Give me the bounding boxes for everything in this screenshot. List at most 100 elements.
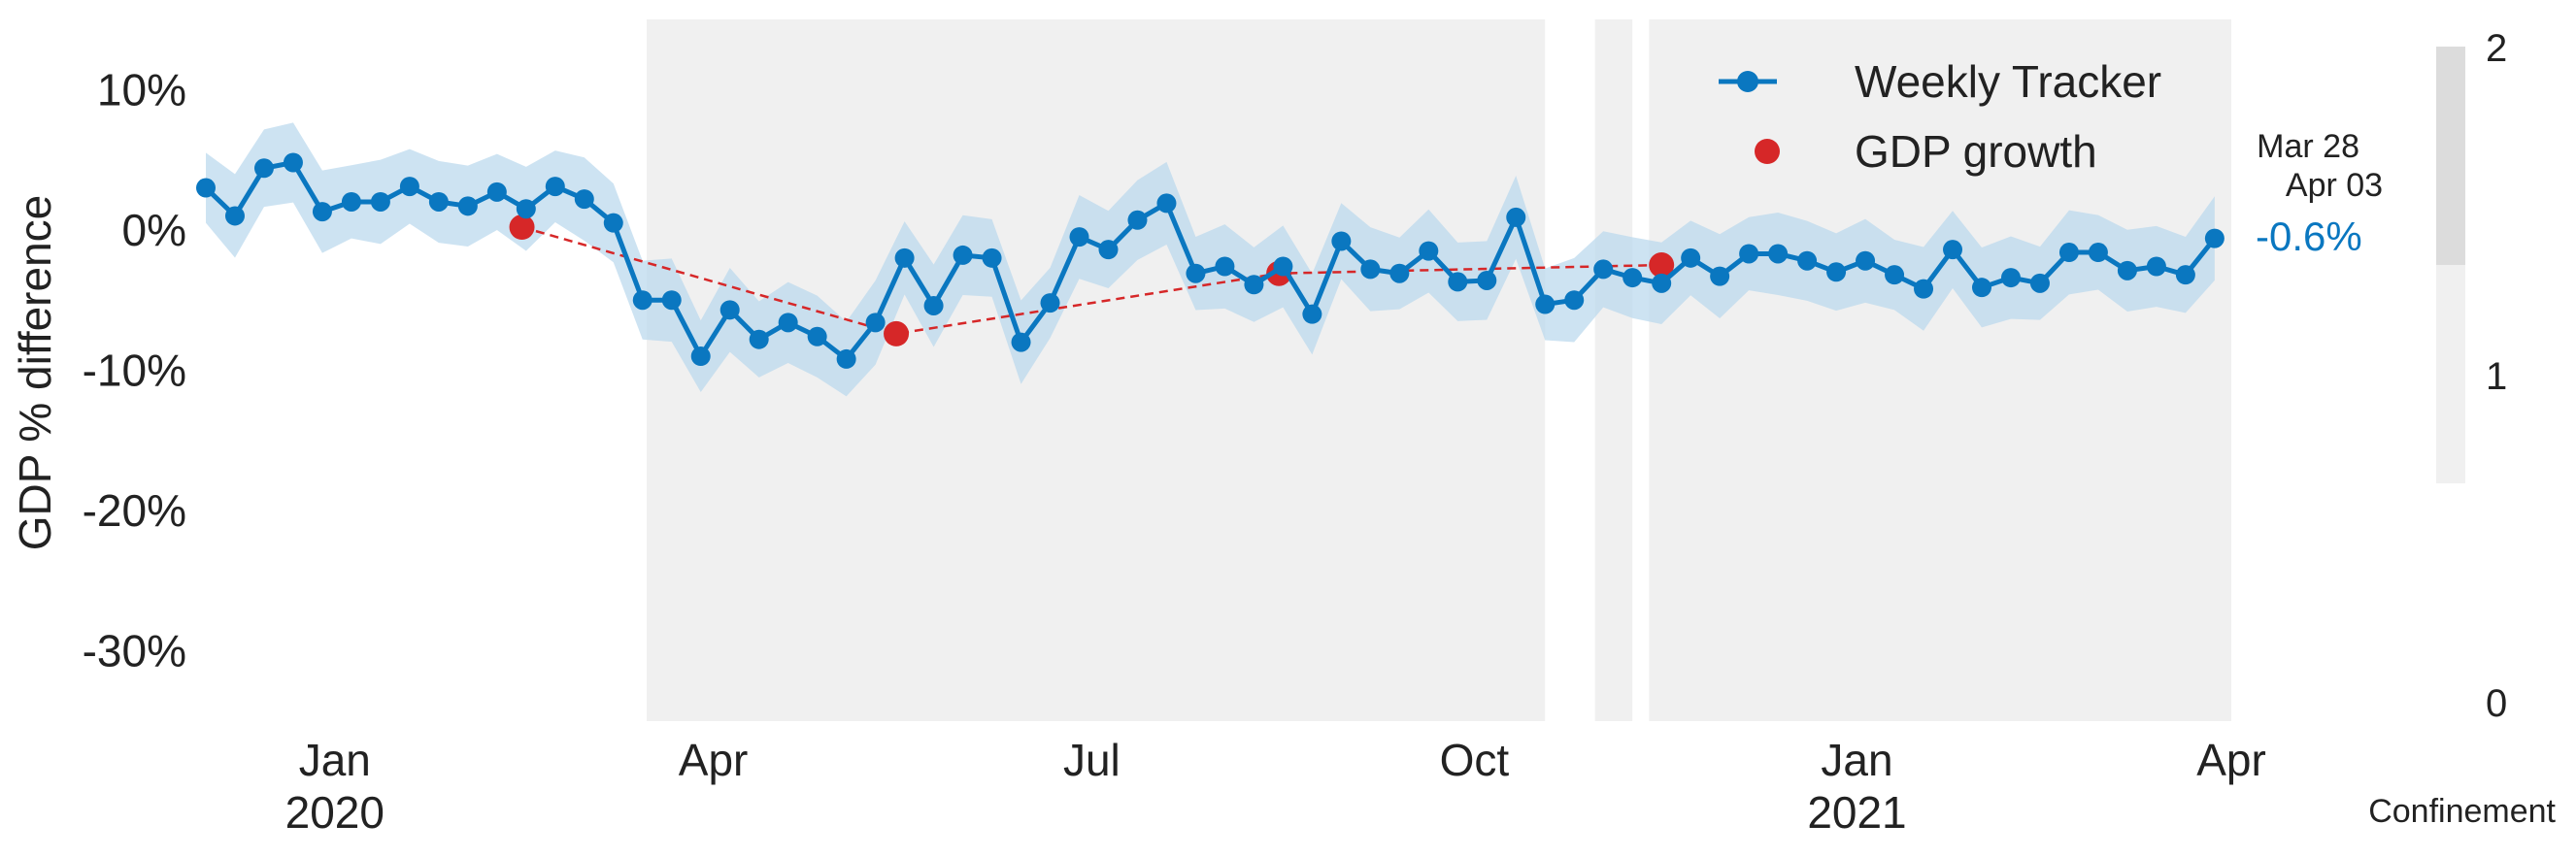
y-tick-label-1: -20%: [83, 485, 186, 536]
confidence-band: [206, 122, 2215, 397]
weekly-tracker-point-60: [1943, 240, 1963, 260]
last-date-label-2: Apr 03: [2286, 167, 2383, 204]
weekly-tracker-point-48: [1593, 259, 1614, 280]
y-axis-ticks: -30% -20% -10% 0% 10%: [83, 64, 186, 676]
weekly-tracker-point-41: [1389, 263, 1410, 283]
weekly-tracker-point-51: [1681, 247, 1701, 268]
weekly-tracker-point-16: [661, 290, 682, 311]
weekly-tracker-point-57: [1856, 250, 1876, 271]
weekly-tracker-point-49: [1623, 268, 1643, 288]
weekly-tracker-series: [196, 152, 2225, 369]
weekly-tracker-point-65: [2088, 243, 2108, 263]
legend: Weekly Tracker GDP growth: [1719, 56, 2161, 177]
colorbar-tick-0: 0: [2486, 682, 2507, 725]
weekly-tracker-point-11: [516, 199, 536, 219]
weekly-tracker-point-21: [807, 326, 827, 346]
weekly-tracker-point-45: [1506, 207, 1526, 227]
weekly-tracker-point-47: [1564, 290, 1585, 311]
weekly-tracker-point-15: [632, 290, 652, 311]
weekly-tracker-point-55: [1797, 250, 1818, 271]
weekly-tracker-point-40: [1360, 259, 1381, 280]
weekly-tracker-point-38: [1302, 304, 1322, 324]
weekly-tracker-point-39: [1331, 231, 1352, 251]
confinement-period-1: [1594, 19, 1633, 721]
weekly-tracker-point-12: [545, 177, 565, 197]
weekly-tracker-point-58: [1885, 265, 1905, 285]
weekly-tracker-point-37: [1273, 256, 1293, 277]
weekly-tracker-point-6: [370, 191, 390, 212]
weekly-tracker-point-28: [1011, 332, 1031, 352]
weekly-tracker-point-17: [690, 346, 711, 367]
weekly-tracker-point-5: [341, 191, 361, 212]
colorbar-label: Confinement: [2368, 793, 2556, 830]
y-tick-label-3: 0%: [122, 205, 186, 255]
weekly-tracker-point-7: [399, 177, 419, 197]
weekly-tracker-point-59: [1914, 279, 1934, 299]
weekly-tracker-point-62: [2000, 268, 2021, 288]
confinement-period-0: [647, 19, 1546, 721]
weekly-tracker-point-24: [894, 247, 915, 268]
weekly-tracker-point-10: [486, 181, 507, 202]
weekly-tracker-point-30: [1069, 227, 1089, 247]
weekly-tracker-point-19: [749, 329, 769, 349]
weekly-tracker-point-44: [1477, 270, 1497, 290]
weekly-tracker-point-63: [2029, 273, 2050, 293]
weekly-tracker-point-56: [1826, 262, 1847, 282]
weekly-tracker-point-13: [574, 189, 594, 210]
x-tick-label-1: Apr: [679, 735, 749, 785]
weekly-tracker-point-1: [224, 206, 245, 226]
weekly-tracker-point-50: [1652, 273, 1672, 293]
legend-gdp-label: GDP growth: [1855, 126, 2097, 177]
colorbar-level1: [2436, 265, 2465, 483]
x-tick-label-3: Oct: [1440, 735, 1510, 785]
colorbar-tick-2: 2: [2486, 27, 2507, 70]
weekly-tracker-point-29: [1040, 293, 1060, 313]
weekly-tracker-point-61: [1971, 278, 1991, 298]
weekly-tracker-point-33: [1156, 193, 1177, 214]
y-tick-label-4: 10%: [97, 64, 186, 115]
gdp-growth-point-1: [884, 320, 910, 346]
weekly-tracker-point-68: [2175, 265, 2195, 285]
weekly-tracker-point-42: [1419, 241, 1439, 261]
weekly-tracker-point-64: [2058, 243, 2079, 263]
confinement-shading: [647, 19, 2231, 721]
colorbar-level2: [2436, 47, 2465, 265]
weekly-tracker-point-18: [719, 300, 740, 320]
weekly-tracker-point-3: [283, 152, 303, 173]
legend-tracker-marker: [1737, 71, 1758, 92]
weekly-tracker-point-26: [953, 245, 973, 265]
weekly-tracker-point-31: [1098, 240, 1119, 260]
weekly-tracker-point-66: [2117, 260, 2137, 280]
weekly-tracker-point-69: [2204, 228, 2225, 248]
x-tick-label-5: Apr: [2196, 735, 2266, 785]
weekly-tracker-point-52: [1710, 266, 1730, 286]
gdp-growth-line: [521, 225, 1662, 336]
weekly-tracker-point-43: [1448, 272, 1468, 292]
weekly-tracker-point-4: [312, 202, 332, 222]
x-tick-year-4: 2021: [1807, 787, 1906, 838]
legend-gdp-marker: [1755, 139, 1780, 164]
weekly-tracker-point-54: [1768, 244, 1789, 264]
gdp-growth-point-3: [1649, 252, 1675, 279]
weekly-tracker-point-9: [457, 196, 478, 216]
x-tick-label-2: Jul: [1063, 735, 1121, 785]
x-tick-label-0: Jan: [299, 735, 371, 785]
weekly-tracker-point-53: [1739, 244, 1759, 264]
weekly-tracker-point-22: [836, 348, 856, 369]
weekly-tracker-point-20: [778, 313, 798, 333]
weekly-tracker-line: [204, 159, 2217, 362]
weekly-tracker-point-34: [1186, 263, 1206, 283]
weekly-tracker-point-25: [923, 295, 944, 315]
last-value-label: -0.6%: [2256, 214, 2362, 259]
weekly-tracker-point-67: [2146, 256, 2166, 277]
colorbar-tick-1: 1: [2486, 355, 2507, 398]
y-tick-label-0: -30%: [83, 626, 186, 676]
y-tick-label-2: -10%: [83, 346, 186, 396]
weekly-tracker-point-46: [1535, 294, 1556, 314]
x-tick-year-0: 2020: [285, 787, 385, 838]
weekly-tracker-point-35: [1215, 256, 1235, 277]
x-tick-label-4: Jan: [1821, 735, 1892, 785]
y-axis-label: GDP % difference: [10, 195, 60, 551]
